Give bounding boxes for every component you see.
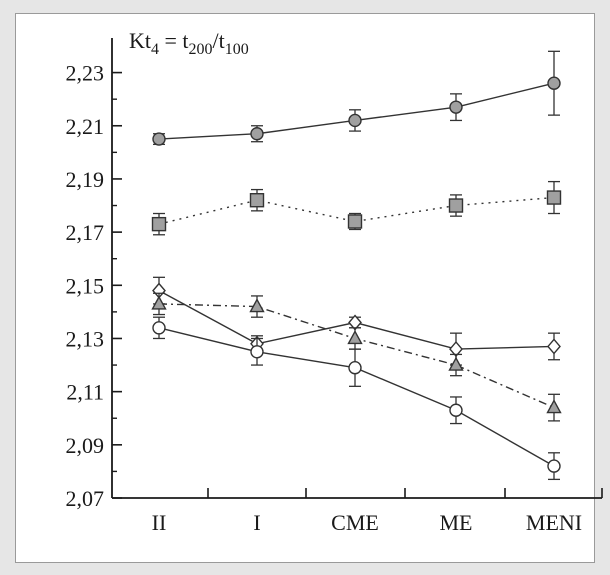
data-point <box>151 216 167 232</box>
data-point <box>249 298 265 313</box>
y-tick-label: 2,09 <box>66 433 105 458</box>
series-1 <box>152 50 561 146</box>
data-point <box>547 459 561 473</box>
x-tick-label: ME <box>440 510 473 535</box>
y-tick-label: 2,21 <box>66 114 105 139</box>
y-tick-label: 2,17 <box>66 220 105 245</box>
y-tick-label: 2,11 <box>66 380 104 405</box>
x-tick-label: II <box>152 510 167 535</box>
series-4 <box>151 292 562 422</box>
y-tick-label: 2,07 <box>66 486 105 511</box>
data-point <box>546 190 562 205</box>
x-tick-label: CME <box>331 510 379 535</box>
series-line <box>158 196 555 225</box>
data-point <box>448 198 464 213</box>
data-point <box>547 76 561 90</box>
series-3 <box>152 276 561 366</box>
y-tick-label: 2,13 <box>66 326 105 351</box>
series-2 <box>151 180 562 236</box>
data-point <box>348 113 362 128</box>
data-point <box>249 193 265 208</box>
data-point <box>546 399 562 414</box>
data-point <box>449 100 463 114</box>
data-point <box>151 295 167 310</box>
y-tick-label: 2,23 <box>66 61 105 86</box>
y-tick-label: 2,19 <box>66 167 105 192</box>
x-tick-label: MENI <box>526 510 582 535</box>
y-tick-label: 2,15 <box>66 273 105 298</box>
series-layer <box>151 50 562 481</box>
data-point <box>250 127 264 141</box>
data-point <box>348 361 362 375</box>
data-point <box>448 356 464 371</box>
data-point <box>250 345 264 359</box>
data-point <box>547 338 561 355</box>
x-tick-label: I <box>253 510 260 535</box>
data-point <box>347 330 363 345</box>
data-point <box>152 132 166 146</box>
data-point <box>152 321 166 335</box>
data-point <box>449 403 463 417</box>
data-point <box>347 214 363 229</box>
series-5 <box>152 316 561 481</box>
chart-title: Kt4 = t200/t100 <box>129 28 249 58</box>
